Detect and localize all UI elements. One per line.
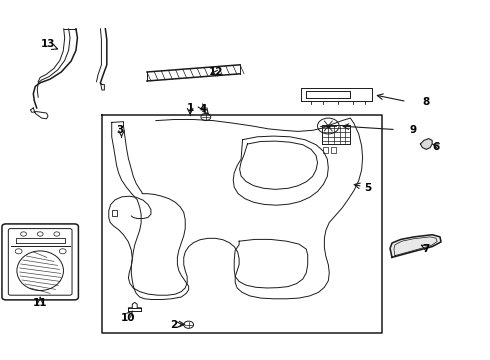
Text: 12: 12 (208, 67, 223, 77)
Text: 3: 3 (117, 125, 123, 135)
Text: 6: 6 (433, 142, 440, 152)
Text: 1: 1 (187, 103, 194, 113)
Text: 2: 2 (171, 320, 177, 330)
Text: 5: 5 (364, 183, 371, 193)
Text: 10: 10 (121, 312, 136, 323)
Text: 4: 4 (199, 104, 207, 114)
Bar (112, 210, 117, 216)
Bar (331, 147, 336, 153)
Text: 7: 7 (422, 244, 430, 254)
Text: 8: 8 (423, 96, 430, 107)
Text: 13: 13 (41, 39, 55, 49)
Polygon shape (420, 139, 432, 149)
Polygon shape (390, 235, 441, 257)
Text: 9: 9 (409, 125, 416, 135)
Bar (323, 147, 328, 153)
Text: 11: 11 (33, 298, 48, 308)
